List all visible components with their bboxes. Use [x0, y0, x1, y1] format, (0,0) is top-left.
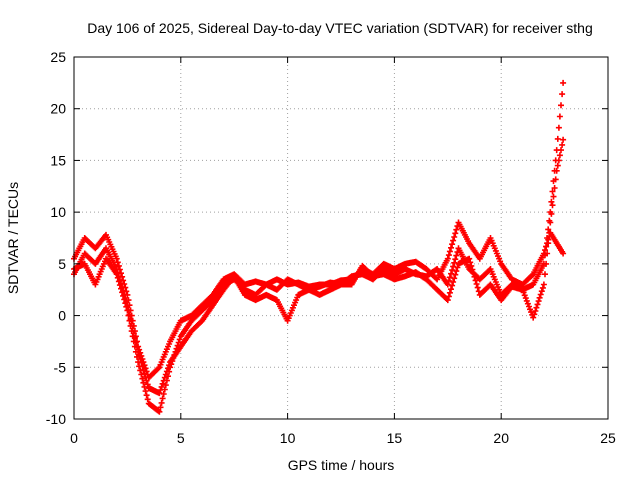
- series-track-3: [71, 136, 567, 397]
- y-tick-label: -5: [54, 359, 67, 375]
- y-axis-label: SDTVAR / TECUs: [5, 182, 21, 294]
- grid-lines: [74, 57, 608, 419]
- plot-frame: [73, 56, 609, 420]
- x-tick-label: 0: [70, 430, 78, 446]
- chart-title: Day 106 of 2025, Sidereal Day-to-day VTE…: [87, 20, 593, 36]
- x-tick-label: 5: [177, 430, 185, 446]
- axis-ticks: 0 5 10 15 20 25 -10 -5 0 5 10 15 20 25: [46, 49, 616, 446]
- x-axis-label: GPS time / hours: [288, 457, 395, 473]
- x-tick-label: 20: [493, 430, 509, 446]
- series-track-1: [71, 219, 567, 381]
- y-tick-label: -10: [46, 411, 66, 427]
- x-tick-label: 10: [280, 430, 296, 446]
- y-tick-label: 15: [50, 152, 66, 168]
- y-tick-label: 20: [50, 101, 66, 117]
- y-tick-label: 5: [58, 256, 66, 272]
- y-tick-label: 0: [58, 308, 66, 324]
- x-tick-label: 15: [387, 430, 403, 446]
- y-tick-label: 10: [50, 204, 66, 220]
- x-tick-label: 25: [600, 430, 616, 446]
- y-tick-label: 25: [50, 49, 66, 65]
- data-series: [71, 79, 567, 415]
